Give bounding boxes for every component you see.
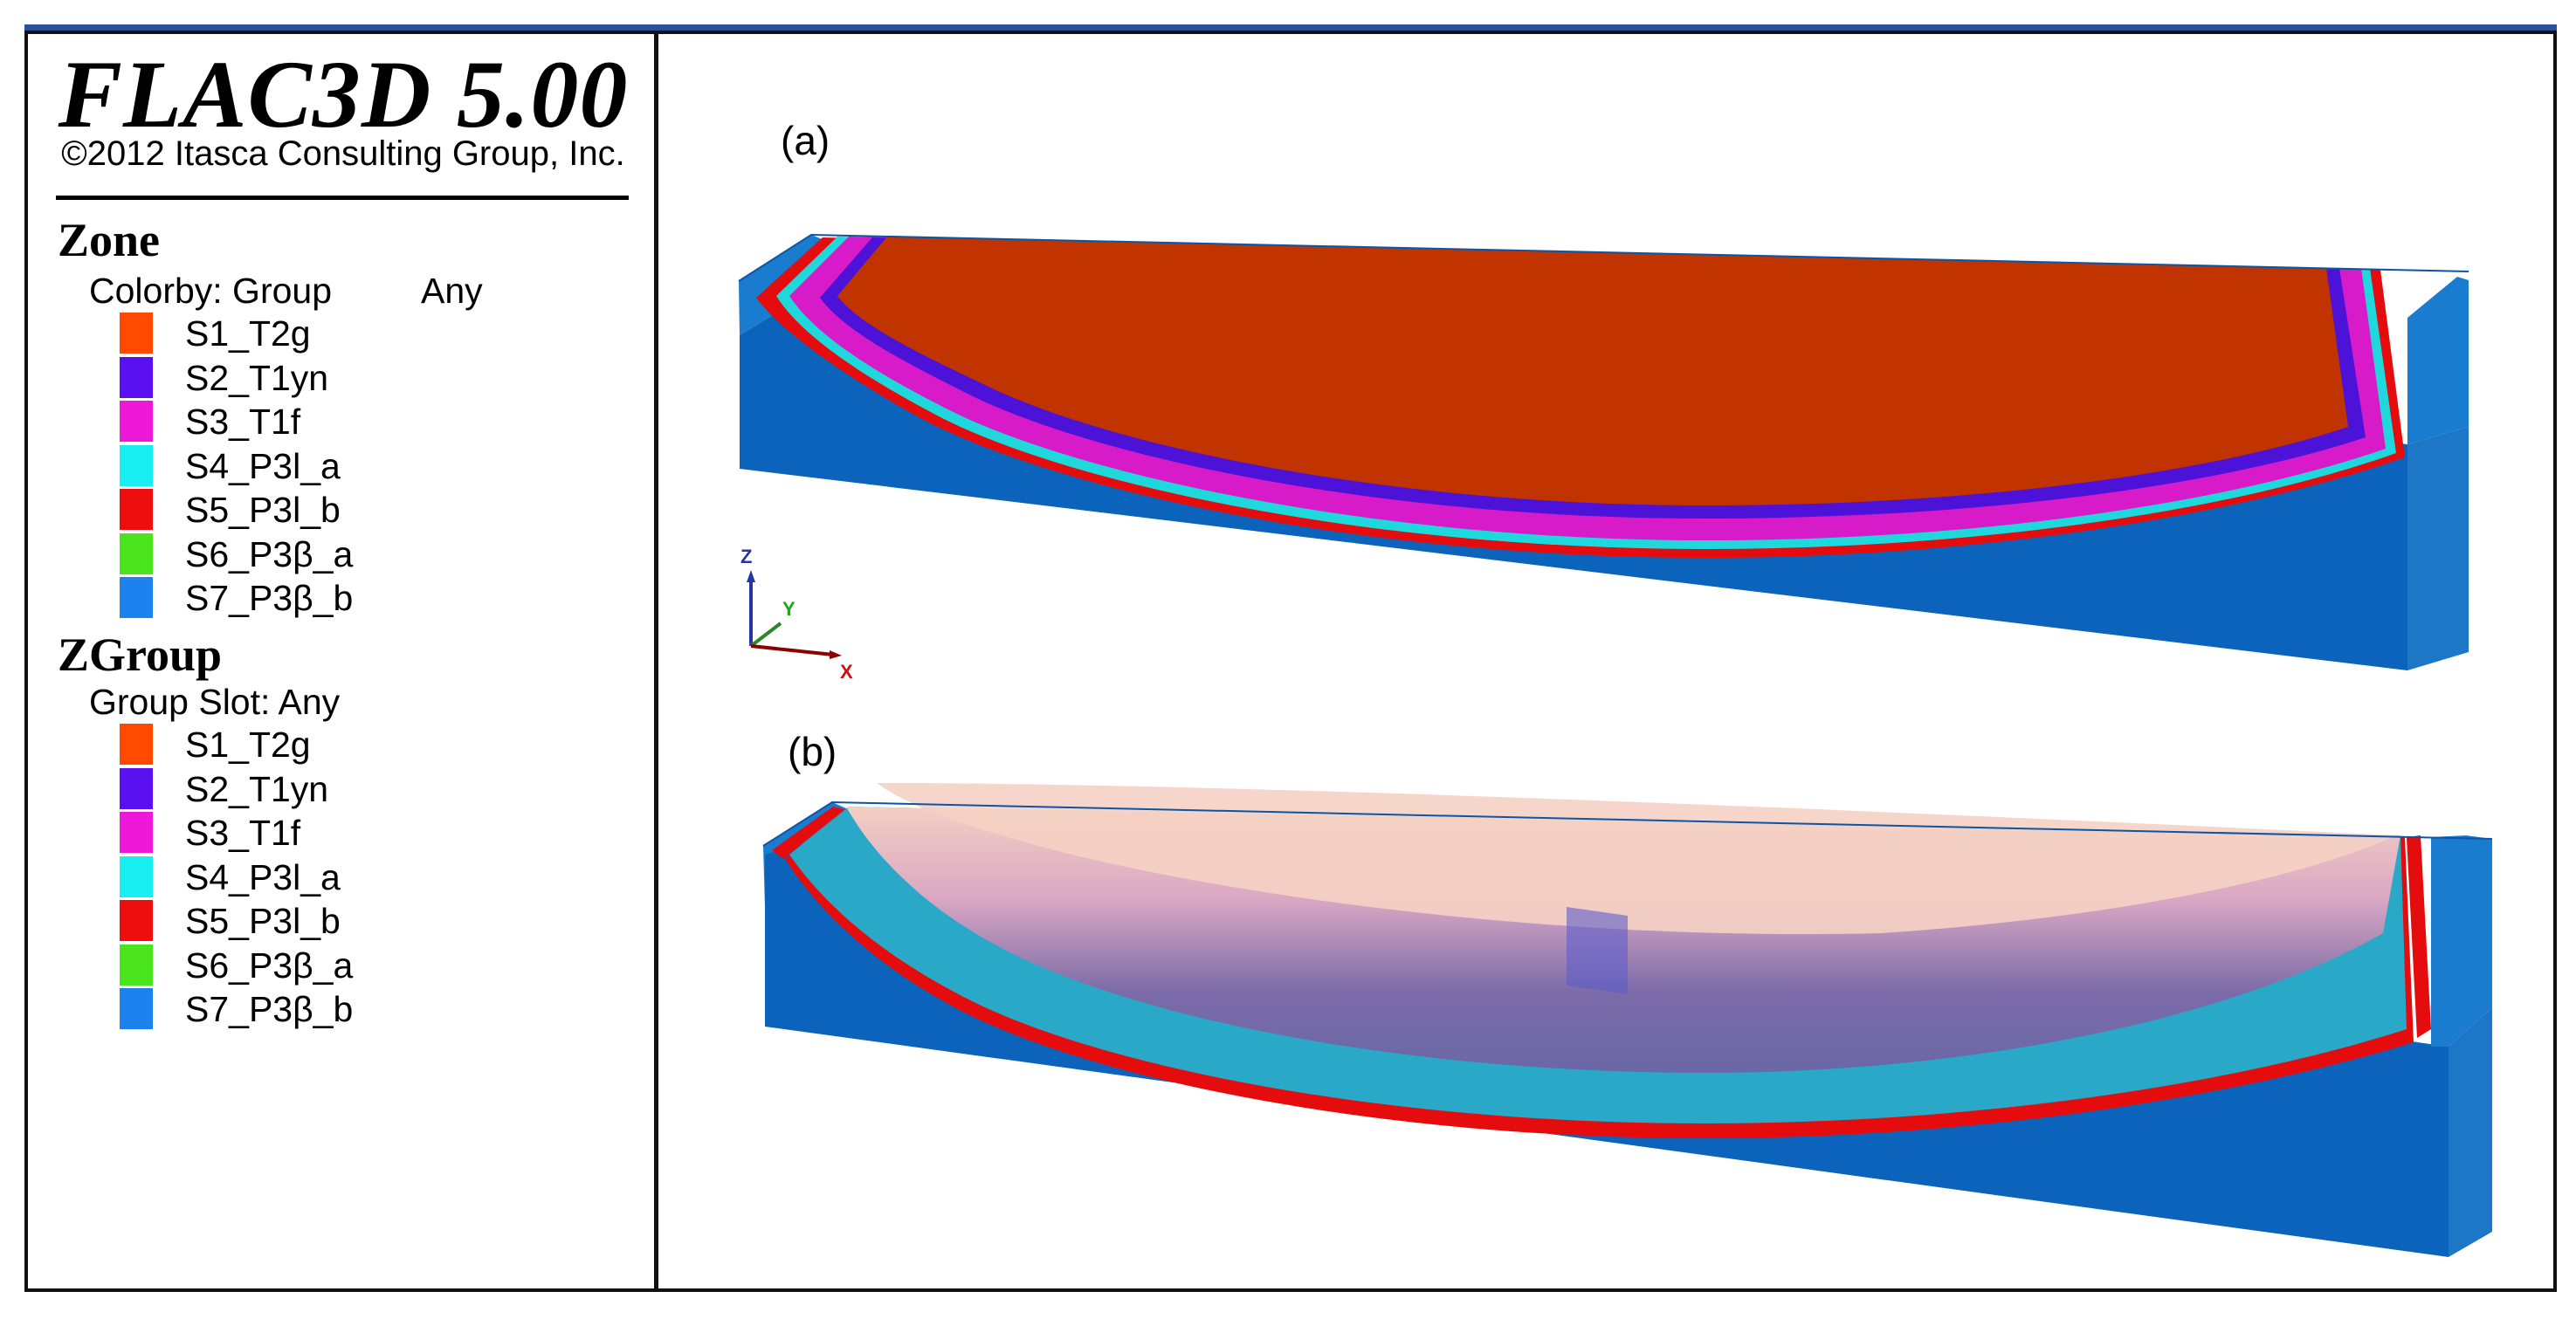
legend-swatch — [120, 900, 153, 941]
layer-s1-shade — [837, 237, 2348, 505]
legend-swatch — [120, 356, 153, 398]
axis-z-label: Z — [740, 546, 752, 567]
legend-item-label: S2_T1yn — [185, 768, 329, 809]
model-a-right-face — [2407, 427, 2469, 670]
window-top-border — [24, 24, 2557, 31]
axis-triad: Z Y X — [740, 546, 853, 683]
legend-item-label: S6_P3β_a — [185, 533, 354, 574]
app-title: FLAC3D 5.00 — [58, 41, 629, 148]
legend-swatch — [120, 812, 153, 853]
legend-swatch — [120, 577, 153, 618]
legend-swatch — [120, 724, 153, 765]
model-render: Z Y X — [738, 233, 2493, 1257]
legend-item-label: S7_P3β_b — [185, 578, 354, 618]
legend-item-label: S5_P3l_b — [185, 901, 341, 941]
zgroup-slot-label: Group Slot: Any — [89, 682, 341, 722]
legend-swatch — [120, 313, 153, 354]
legend-item-label: S2_T1yn — [185, 357, 329, 398]
legend-item-label: S6_P3β_a — [185, 945, 354, 986]
title-divider — [56, 196, 629, 200]
legend-item-label: S4_P3l_a — [185, 856, 341, 897]
colorby-text: Colorby: Group — [89, 271, 333, 311]
model-a-right-top — [2407, 277, 2469, 444]
zgroup-legend-title: ZGroup — [58, 629, 223, 681]
panel-a-label: (a) — [781, 118, 830, 163]
zone-legend-title: Zone — [58, 214, 161, 266]
legend-swatch — [120, 489, 153, 530]
copyright-text: ©2012 Itasca Consulting Group, Inc. — [61, 134, 625, 173]
legend-swatch — [120, 532, 153, 574]
model-viewport[interactable]: Z Y X (a) (b) — [658, 34, 2553, 1288]
plot-window: FLAC3D 5.00 ©2012 Itasca Consulting Grou… — [24, 31, 2557, 1292]
model-b — [762, 783, 2493, 1257]
zone-colorby-label: Colorby: Group Any — [89, 271, 483, 312]
legend-item-label: S5_P3l_b — [185, 490, 341, 530]
model-b-right-face — [2449, 1007, 2492, 1257]
legend-item-label: S4_P3l_a — [185, 445, 341, 486]
legend-item-label: S3_T1f — [185, 402, 301, 442]
panel-b-label: (b) — [788, 729, 837, 774]
colorby-value: Any — [421, 271, 483, 311]
axis-x-label: X — [840, 661, 853, 683]
model-a — [738, 233, 2469, 670]
legend-item-label: S1_T2g — [185, 725, 311, 765]
axis-y-label: Y — [782, 598, 796, 620]
legend-panel: FLAC3D 5.00 ©2012 Itasca Consulting Grou… — [28, 34, 658, 1288]
legend-swatch — [120, 401, 153, 442]
legend-swatch — [120, 944, 153, 986]
legend-swatch — [120, 444, 153, 486]
legend-item-label: S1_T2g — [185, 313, 311, 354]
legend-item-label: S7_P3β_b — [185, 989, 354, 1029]
legend-swatch — [120, 767, 153, 809]
legend-item-label: S3_T1f — [185, 813, 301, 853]
legend-swatch — [120, 988, 153, 1029]
legend-swatch — [120, 855, 153, 897]
